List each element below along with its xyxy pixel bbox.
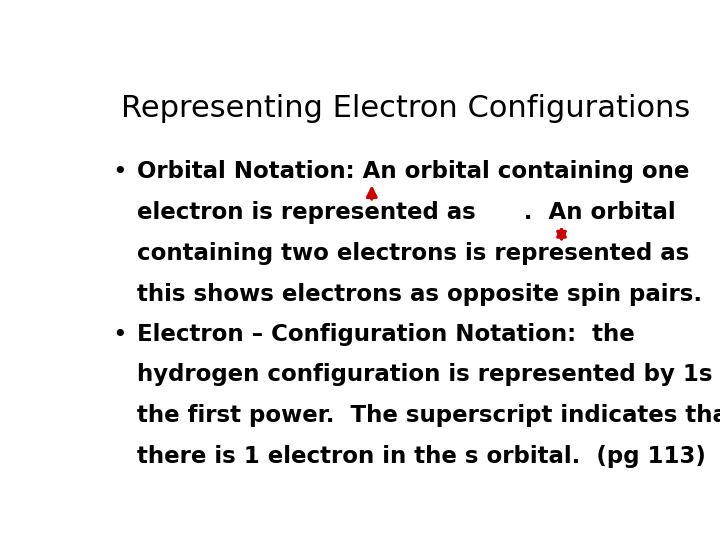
Text: Orbital Notation: An orbital containing one: Orbital Notation: An orbital containing … (138, 160, 690, 184)
Text: Electron – Configuration Notation:  the: Electron – Configuration Notation: the (138, 322, 635, 346)
Text: containing two electrons is represented as       ,: containing two electrons is represented … (138, 242, 720, 265)
Text: Representing Electron Configurations: Representing Electron Configurations (121, 94, 690, 123)
Text: hydrogen configuration is represented by 1s to: hydrogen configuration is represented by… (138, 363, 720, 386)
Text: the first power.  The superscript indicates that: the first power. The superscript indicat… (138, 404, 720, 427)
Text: electron is represented as      .  An orbital: electron is represented as . An orbital (138, 201, 676, 224)
Text: there is 1 electron in the s orbital.  (pg 113): there is 1 electron in the s orbital. (p… (138, 445, 706, 468)
Text: •: • (112, 160, 127, 185)
Text: •: • (112, 322, 127, 347)
Text: this shows electrons as opposite spin pairs.: this shows electrons as opposite spin pa… (138, 282, 703, 306)
